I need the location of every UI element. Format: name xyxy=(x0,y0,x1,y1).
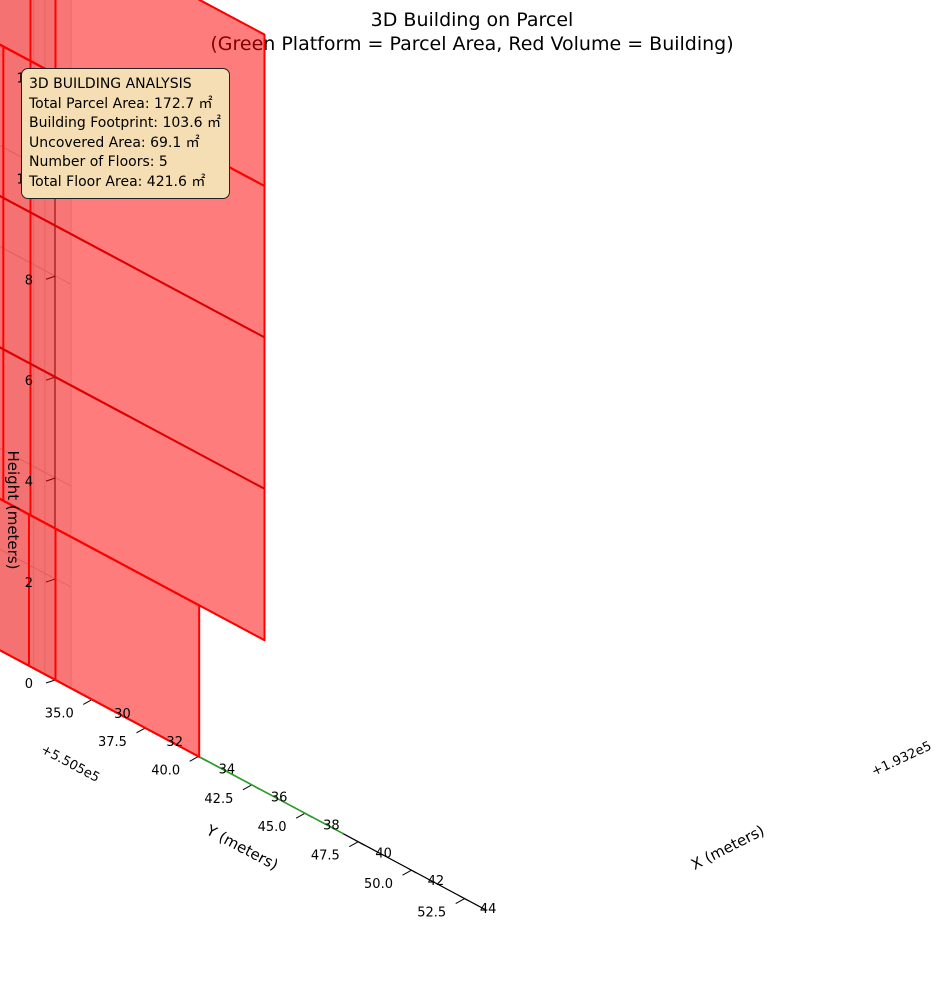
z-axis-title: Height (meters) xyxy=(4,451,22,570)
y-tick-label: 45.0 xyxy=(258,820,287,835)
x-offset-label: +1.932e5 xyxy=(869,739,934,780)
x-tick-label: 30 xyxy=(114,707,131,722)
z-tick-label: 0 xyxy=(25,677,33,692)
y-tick-mark xyxy=(295,812,306,819)
y-tick-mark xyxy=(402,869,412,876)
y-tick-label: 37.5 xyxy=(98,735,127,750)
info-line-footprint: Building Footprint: 103.6 ㎡ xyxy=(29,115,222,132)
z-tick-label: 6 xyxy=(25,374,33,389)
z-tick-mark xyxy=(45,275,56,280)
y-tick-mark xyxy=(136,727,146,734)
z-tick-label: 4 xyxy=(25,475,33,490)
y-tick-label: 47.5 xyxy=(311,849,340,864)
info-line-floors: Number of Floors: 5 xyxy=(29,154,168,171)
info-box: 3D BUILDING ANALYSIS Total Parcel Area: … xyxy=(21,68,230,199)
x-tick-mark xyxy=(407,867,417,874)
y-tick-mark xyxy=(189,755,199,762)
z-tick-mark xyxy=(45,578,56,583)
y-tick-label: 40.0 xyxy=(151,763,180,778)
info-line-parcel-area: Total Parcel Area: 172.7 ㎡ xyxy=(29,95,213,112)
building-block-2-back-y xyxy=(0,0,32,62)
floor-line xyxy=(0,346,265,490)
z-tick-mark xyxy=(45,477,56,482)
building-block-2-top xyxy=(197,0,266,36)
y-offset-label: +5.505e5 xyxy=(38,742,102,785)
y-tick-label: 35.0 xyxy=(45,706,74,721)
z-tick-mark xyxy=(45,376,56,381)
floor-line xyxy=(0,194,265,339)
z-tick-label: 2 xyxy=(25,576,33,591)
info-title: 3D BUILDING ANALYSIS xyxy=(29,76,192,92)
x-tick-mark xyxy=(355,839,365,846)
info-line-uncovered: Uncovered Area: 69.1 ㎡ xyxy=(29,134,200,151)
building-block-2-back-x xyxy=(0,0,57,76)
x-tick-label: 40 xyxy=(375,846,392,861)
y-tick-mark xyxy=(455,898,465,905)
y-tick-label: 50.0 xyxy=(364,877,393,892)
y-tick-mark xyxy=(242,784,253,791)
chart-title: 3D Building on Parcel xyxy=(371,9,574,31)
x-tick-label: 42 xyxy=(428,874,445,889)
y-tick-mark xyxy=(349,841,359,848)
x-tick-label: 38 xyxy=(323,818,340,833)
y-tick-label: 52.5 xyxy=(417,906,446,921)
chart-subtitle: (Green Platform = Parcel Area, Red Volum… xyxy=(210,33,733,55)
x-tick-label: 32 xyxy=(166,735,183,750)
z-tick-label: 8 xyxy=(25,273,33,288)
info-line-floor-area: Total Floor Area: 421.6 ㎡ xyxy=(29,173,206,190)
x-tick-label: 34 xyxy=(219,763,236,778)
x-tick-label: 36 xyxy=(271,791,288,806)
x-tick-label: 44 xyxy=(480,902,497,917)
y-tick-label: 42.5 xyxy=(204,792,233,807)
z-tick-mark xyxy=(45,679,56,684)
x-axis-title: X (meters) xyxy=(688,821,767,873)
y-tick-mark xyxy=(83,698,93,705)
